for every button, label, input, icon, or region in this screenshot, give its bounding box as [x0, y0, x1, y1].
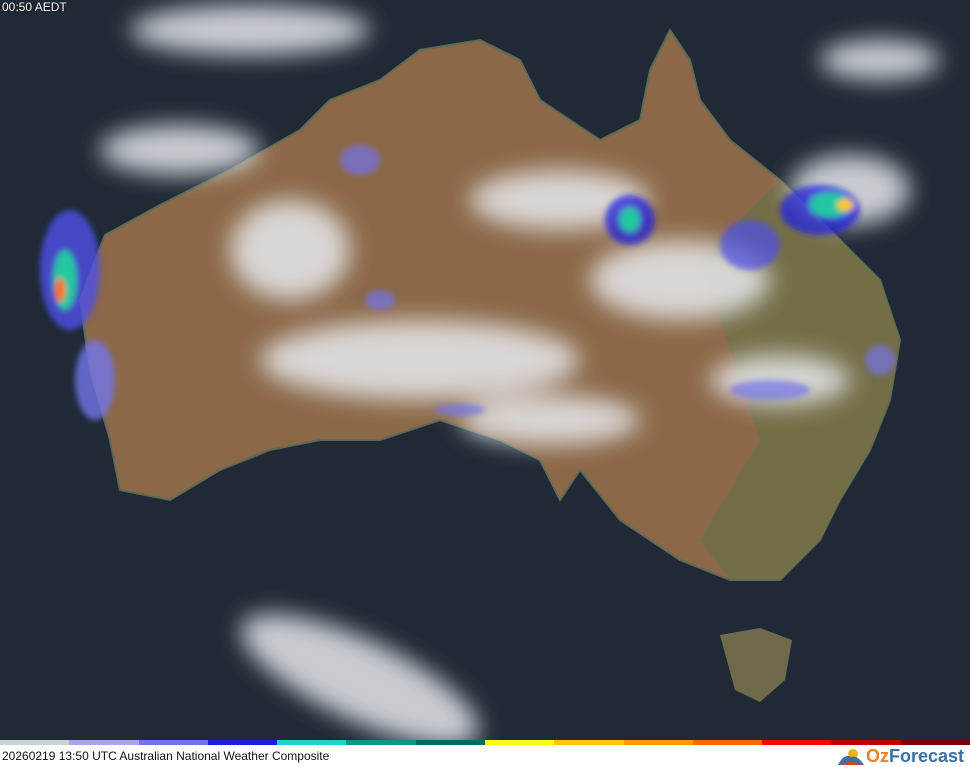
legend-swatch: [0, 740, 70, 745]
legend-swatch: [346, 740, 416, 745]
legend-swatch: [277, 740, 347, 745]
ozforecast-logo[interactable]: Oz Forecast: [836, 746, 964, 767]
logo-oz: Oz: [865, 746, 889, 766]
legend-swatch: [554, 740, 624, 745]
legend-swatch: [692, 740, 763, 745]
legend-swatch: [484, 740, 555, 745]
map-caption: 20260219 13:50 UTC Australian National W…: [2, 749, 330, 763]
legend-swatch: [831, 740, 901, 745]
legend-swatch: [900, 740, 970, 745]
cloud-layer: [100, 5, 940, 740]
legend-swatch: [207, 740, 278, 745]
radar-intensity-legend: [0, 740, 970, 745]
tasmania: [720, 628, 792, 702]
legend-swatch: [138, 740, 208, 745]
legend-swatch: [623, 740, 693, 745]
legend-swatch: [762, 740, 832, 745]
sun-cloud-logo-icon: [837, 748, 864, 765]
local-time: 00:50 AEDT: [2, 0, 67, 14]
weather-map[interactable]: [0, 0, 970, 740]
legend-swatch: [415, 740, 485, 745]
radar-echoes: [40, 145, 895, 420]
footer: 20260219 13:50 UTC Australian National W…: [0, 745, 970, 766]
logo-forecast: Forecast: [888, 746, 964, 766]
legend-swatch: [69, 740, 139, 745]
